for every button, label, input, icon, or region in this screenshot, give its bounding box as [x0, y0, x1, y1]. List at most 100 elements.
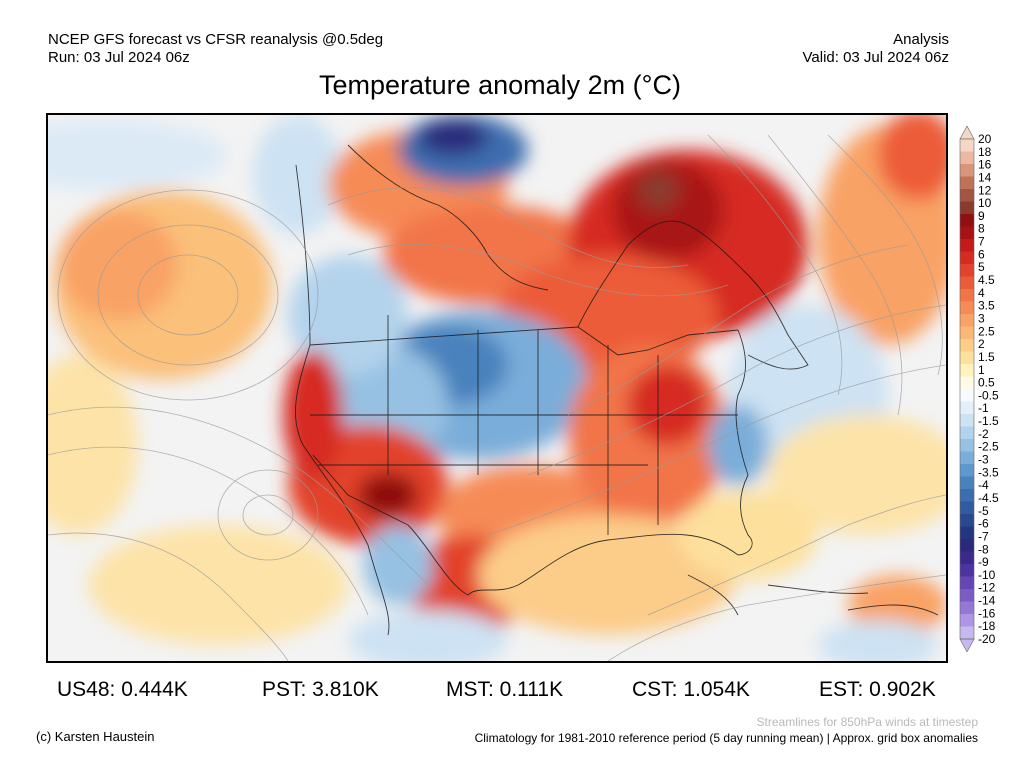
colorbar-tick-label: 14	[978, 170, 992, 184]
colorbar-tick-label: 3.5	[978, 299, 995, 313]
colorbar-tick-label: 5	[978, 260, 985, 274]
colorbar-swatch	[960, 326, 974, 340]
model-description: NCEP GFS forecast vs CFSR reanalysis @0.…	[48, 31, 384, 48]
region-stats: US48: 0.444K PST: 3.810K MST: 0.111K CST…	[0, 678, 1024, 708]
colorbar-swatch	[960, 501, 974, 515]
colorbar-bottom-arrow	[959, 638, 975, 652]
colorbar-swatch	[960, 264, 974, 277]
colorbar-swatch	[960, 239, 974, 252]
colorbar-swatch	[960, 364, 974, 377]
colorbar-swatch	[960, 514, 974, 527]
colorbar: 201816141210987654.543.532.521.510.5-0.5…	[959, 126, 999, 652]
colorbar-swatch	[960, 526, 974, 540]
colorbar-swatch	[960, 164, 974, 177]
colorbar-tick-label: -4	[978, 478, 989, 492]
colorbar-tick-label: 10	[978, 196, 992, 210]
stat-pst: PST: 3.810K	[262, 678, 379, 701]
colorbar-tick-label: 3	[978, 311, 985, 325]
colorbar-tick-label: 12	[978, 183, 992, 197]
colorbar-swatch	[960, 201, 974, 215]
colorbar-tick-label: 18	[978, 145, 992, 159]
colorbar-tick-label: -18	[978, 619, 996, 633]
colorbar-tick-label: 4.5	[978, 273, 995, 287]
colorbar-swatch	[960, 276, 974, 290]
anomaly-map	[46, 113, 948, 663]
colorbar-tick-label: -2.5	[978, 440, 999, 454]
colorbar-swatch	[960, 289, 974, 302]
colorbar-tick-label: 0.5	[978, 376, 995, 390]
colorbar-tick-label: -7	[978, 529, 989, 543]
colorbar-tick-label: -20	[978, 632, 996, 646]
analysis-label: Analysis	[893, 31, 949, 48]
climatology-note: Climatology for 1981-2010 reference peri…	[474, 731, 978, 745]
copyright: (c) Karsten Haustein	[36, 729, 155, 744]
colorbar-tick-label: -9	[978, 555, 989, 569]
map-title: Temperature anomaly 2m (°C)	[319, 70, 681, 100]
stat-mst: MST: 0.111K	[446, 678, 564, 701]
colorbar-swatch	[960, 151, 974, 165]
colorbar-swatch	[960, 401, 974, 415]
colorbar-swatch	[960, 251, 974, 265]
colorbar-tick-label: -1	[978, 401, 989, 415]
stat-est: EST: 0.902K	[819, 678, 936, 701]
colorbar-tick-label: 8	[978, 222, 985, 236]
colorbar-tick-label: -6	[978, 517, 989, 531]
colorbar-swatch	[960, 389, 974, 402]
colorbar-swatch	[960, 564, 974, 577]
colorbar-tick-label: 2	[978, 337, 985, 351]
colorbar-swatch	[960, 314, 974, 327]
colorbar-swatch	[960, 601, 974, 615]
colorbar-tick-label: -4.5	[978, 491, 999, 505]
colorbar-tick-label: -12	[978, 581, 996, 595]
colorbar-tick-label: -14	[978, 594, 996, 608]
colorbar-swatch	[960, 451, 974, 465]
colorbar-swatch	[960, 139, 974, 152]
colorbar-swatch	[960, 376, 974, 390]
colorbar-tick-label: -2	[978, 427, 989, 441]
colorbar-tick-label: -16	[978, 606, 996, 620]
colorbar-tick-label: -3.5	[978, 465, 999, 479]
colorbar-tick-label: 1	[978, 363, 985, 377]
colorbar-swatch	[960, 464, 974, 477]
colorbar-tick-label: 16	[978, 158, 992, 172]
colorbar-tick-label: -10	[978, 568, 996, 582]
colorbar-tick-label: 4	[978, 286, 985, 300]
colorbar-swatch	[960, 339, 974, 352]
colorbar-tick-label: -3	[978, 453, 989, 467]
colorbar-swatch	[960, 551, 974, 565]
colorbar-swatch	[960, 226, 974, 240]
colorbar-tick-label: 2.5	[978, 324, 995, 338]
stat-cst: CST: 1.054K	[632, 678, 750, 701]
colorbar-swatch	[960, 214, 974, 227]
colorbar-swatch	[960, 539, 974, 552]
colorbar-tick-label: 9	[978, 209, 985, 223]
colorbar-swatch	[960, 351, 974, 365]
colorbar-tick-label: 20	[978, 132, 992, 146]
colorbar-swatch	[960, 476, 974, 490]
colorbar-tick-label: -8	[978, 542, 989, 556]
colorbar-swatch	[960, 414, 974, 427]
stat-us48: US48: 0.444K	[57, 678, 188, 701]
colorbar-tick-label: 6	[978, 247, 985, 261]
colorbar-top-arrow	[959, 126, 975, 140]
colorbar-tick-label: -1.5	[978, 414, 999, 428]
colorbar-swatch	[960, 626, 974, 640]
colorbar-swatch	[960, 189, 974, 202]
colorbar-swatch	[960, 301, 974, 315]
colorbar-swatch	[960, 439, 974, 452]
run-time: Run: 03 Jul 2024 06z	[48, 49, 190, 66]
streamlines-note: Streamlines for 850hPa winds at timestep	[756, 715, 978, 729]
colorbar-swatch	[960, 576, 974, 590]
colorbar-frame	[959, 138, 975, 640]
colorbar-swatch	[960, 489, 974, 502]
colorbar-swatch	[960, 614, 974, 627]
colorbar-tick-label: 1.5	[978, 350, 995, 364]
colorbar-tick-label: -0.5	[978, 388, 999, 402]
colorbar-tick-label: 7	[978, 235, 985, 249]
colorbar-swatch	[960, 589, 974, 602]
colorbar-swatch	[960, 426, 974, 440]
valid-time: Valid: 03 Jul 2024 06z	[802, 49, 950, 66]
colorbar-tick-label: -5	[978, 504, 989, 518]
anomaly-map-graphic	[48, 115, 946, 661]
colorbar-swatch	[960, 176, 974, 190]
